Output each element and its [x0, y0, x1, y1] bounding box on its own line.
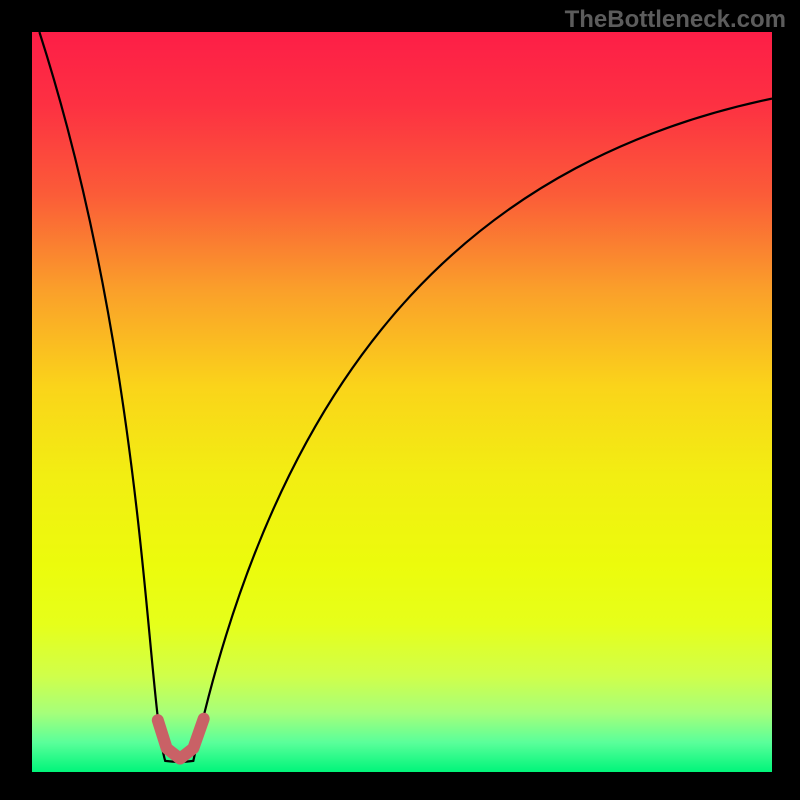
plot-svg [32, 32, 772, 772]
watermark-text: TheBottleneck.com [565, 6, 786, 34]
plot-area [32, 32, 772, 772]
